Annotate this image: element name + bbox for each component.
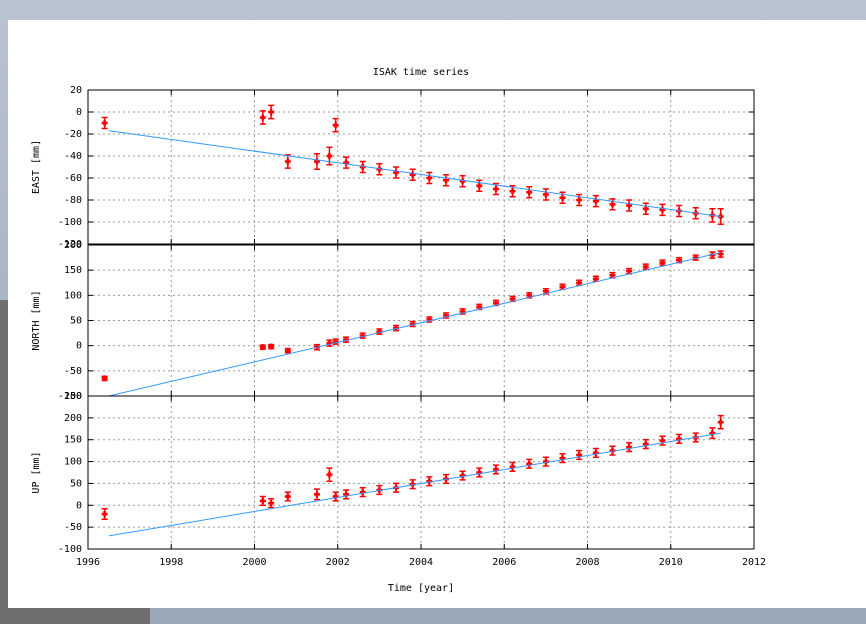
data-point xyxy=(259,497,266,504)
y-tick-label: -40 xyxy=(64,151,82,162)
data-point xyxy=(284,493,291,500)
data-point xyxy=(526,189,533,196)
data-point xyxy=(476,469,483,476)
data-point xyxy=(284,158,291,165)
data-point xyxy=(332,122,339,129)
y-tick-label: -50 xyxy=(64,366,82,377)
x-tick-label: 2010 xyxy=(659,557,683,568)
y-tick-label: -20 xyxy=(64,129,82,140)
y-tick-label: 0 xyxy=(76,107,82,118)
data-point xyxy=(101,375,108,382)
plot-window xyxy=(8,20,866,608)
data-point xyxy=(717,251,724,258)
x-axis-label: Time [year] xyxy=(388,583,454,594)
data-point xyxy=(559,194,566,201)
x-tick-label: 2002 xyxy=(326,557,350,568)
data-point xyxy=(376,328,383,335)
y-tick-label: -120 xyxy=(58,239,82,250)
x-tick-label: 2000 xyxy=(242,557,266,568)
data-point xyxy=(509,188,516,195)
plot-frame xyxy=(87,395,755,550)
y-tick-label: -80 xyxy=(64,195,82,206)
data-point xyxy=(359,489,366,496)
x-tick-label: 1996 xyxy=(76,557,100,568)
data-point xyxy=(409,171,416,178)
y-tick-label: 0 xyxy=(76,341,82,352)
fit-line xyxy=(108,252,721,397)
data-point xyxy=(268,109,275,115)
data-point xyxy=(332,493,339,500)
y-axis-label: NORTH [mm] xyxy=(31,290,42,350)
data-point xyxy=(426,316,433,323)
data-point xyxy=(284,347,291,354)
chart-title: ISAK time series xyxy=(373,67,469,78)
data-point xyxy=(313,491,320,498)
data-point xyxy=(459,472,466,479)
x-tick-label: 2004 xyxy=(409,557,433,568)
data-point xyxy=(542,191,549,198)
x-tick-label: 2012 xyxy=(742,557,766,568)
fit-line xyxy=(108,432,721,537)
data-point xyxy=(326,153,333,159)
x-tick-label: 2006 xyxy=(492,557,516,568)
data-point xyxy=(509,463,516,470)
y-axis-label: EAST [mm] xyxy=(31,140,42,194)
y-tick-label: 150 xyxy=(64,435,82,446)
fit-line xyxy=(108,130,721,217)
x-tick-label: 2008 xyxy=(575,557,599,568)
y-tick-label: 200 xyxy=(64,240,82,251)
y-tick-label: -100 xyxy=(58,217,82,228)
data-point xyxy=(576,279,583,286)
data-point xyxy=(268,500,275,507)
data-point xyxy=(626,268,633,275)
data-point xyxy=(459,178,466,185)
y-tick-label: 0 xyxy=(76,500,82,511)
data-point xyxy=(259,344,266,351)
y-tick-label: 150 xyxy=(64,265,82,276)
y-tick-label: -100 xyxy=(58,391,82,402)
data-point xyxy=(326,340,333,347)
data-point xyxy=(676,435,683,442)
data-point xyxy=(101,511,108,518)
y-tick-label: 100 xyxy=(64,457,82,468)
y-tick-label: 20 xyxy=(70,85,82,96)
data-point xyxy=(492,186,499,192)
data-point xyxy=(609,201,616,208)
data-point xyxy=(592,275,599,282)
y-axis-label: UP [mm] xyxy=(31,451,42,493)
plot-frame xyxy=(87,89,755,245)
data-point xyxy=(332,338,339,345)
data-point xyxy=(542,458,549,465)
y-tick-label: 250 xyxy=(64,391,82,402)
data-point xyxy=(642,205,649,212)
y-tick-label: 50 xyxy=(70,478,82,489)
data-point xyxy=(259,114,266,121)
x-tick-label: 1998 xyxy=(159,557,183,568)
data-point xyxy=(576,197,583,203)
y-tick-label: -60 xyxy=(64,173,82,184)
data-point xyxy=(476,182,483,189)
data-point xyxy=(609,272,616,279)
data-point xyxy=(559,283,566,290)
y-tick-label: 100 xyxy=(64,290,82,301)
data-point xyxy=(326,471,333,478)
y-tick-label: 50 xyxy=(70,316,82,327)
data-point xyxy=(717,419,724,426)
y-tick-label: -50 xyxy=(64,522,82,533)
data-point xyxy=(659,259,666,266)
y-tick-label: -100 xyxy=(58,544,82,555)
data-point xyxy=(492,466,499,473)
data-point xyxy=(101,120,108,126)
data-point xyxy=(709,430,716,437)
y-tick-label: 200 xyxy=(64,413,82,424)
data-point xyxy=(642,263,649,270)
data-point xyxy=(626,444,633,451)
data-point xyxy=(343,159,350,166)
data-point xyxy=(268,343,275,350)
data-point xyxy=(592,449,599,456)
